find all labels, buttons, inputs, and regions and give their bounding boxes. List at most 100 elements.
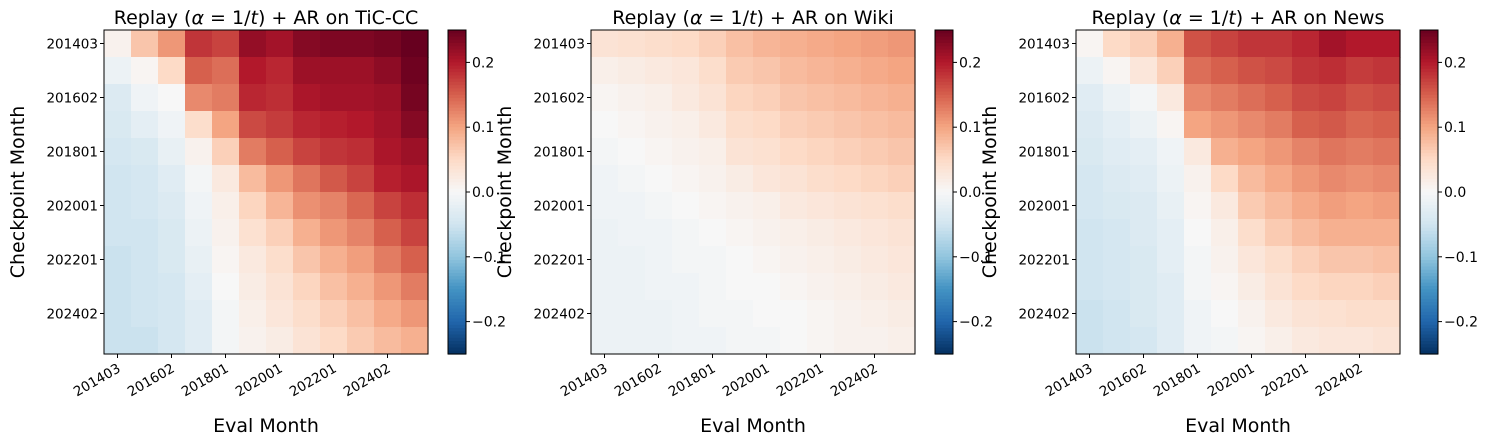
colorbar-segment [448, 292, 466, 297]
colorbar-segment [935, 253, 953, 258]
heatmap-cell [807, 84, 835, 112]
colorbar-segment [935, 120, 953, 125]
heatmap-cell [1184, 246, 1212, 274]
colorbar-segment [448, 39, 466, 44]
colorbar-segment [935, 182, 953, 187]
colorbar-tick-label: 0.2 [959, 55, 981, 71]
heatmap-cell [1319, 219, 1347, 247]
heatmap-cell [807, 30, 835, 58]
colorbar-segment [935, 172, 953, 177]
title-part-5: ) + AR on TiC-CC [258, 7, 418, 29]
heatmap-cell [239, 111, 267, 139]
heatmap-cell [266, 57, 294, 85]
heatmap-cell [888, 30, 916, 58]
heatmap-cell [645, 57, 673, 85]
heatmap-cell [1238, 57, 1266, 85]
colorbar-segment [448, 298, 466, 303]
heatmap-cell [618, 57, 646, 85]
colorbar-segment [1420, 133, 1438, 138]
y-tick-label: 201403 [1018, 37, 1070, 53]
heatmap-cell [1184, 300, 1212, 328]
colorbar-segment [448, 302, 466, 306]
colorbar-segment [1420, 182, 1438, 187]
heatmap-cell [158, 30, 186, 58]
heatmap-cell [347, 246, 375, 274]
colorbar-segment [1420, 311, 1438, 316]
colorbar-segment [935, 308, 953, 313]
heatmap-cell [1076, 111, 1104, 139]
colorbar-segment [448, 318, 466, 323]
heatmap-cell [726, 219, 754, 247]
heatmap-cell [726, 246, 754, 274]
colorbar-segment [1420, 285, 1438, 290]
heatmap-cell [1238, 30, 1266, 58]
colorbar-segment [448, 217, 466, 222]
x-tick-label: 202001 [1205, 361, 1258, 401]
colorbar-tick-label: −0.1 [959, 250, 993, 266]
heatmap-cell [1265, 30, 1293, 58]
colorbar-segment [1420, 127, 1438, 132]
heatmap-cell [1238, 327, 1266, 355]
colorbar-segment [448, 282, 466, 287]
heatmap-cell [807, 192, 835, 220]
colorbar-segment [448, 133, 466, 138]
colorbar-segment [1420, 195, 1438, 200]
colorbar-segment [448, 166, 466, 170]
x-tick-label: 202402 [341, 361, 394, 401]
colorbar-segment [935, 130, 953, 135]
y-axis-label: Checkpoint Month [494, 106, 516, 279]
heatmap-cell [1346, 84, 1374, 112]
colorbar-segment [448, 117, 466, 122]
x-tick-label: 201801 [666, 361, 719, 401]
colorbar-segment [935, 46, 953, 51]
heatmap-cell [374, 111, 402, 139]
y-axis-label: Checkpoint Month [979, 106, 1001, 279]
colorbar-segment [935, 59, 953, 63]
heatmap-cell [672, 192, 700, 220]
heatmap-cell [888, 165, 916, 193]
y-tick-label: 201801 [46, 145, 98, 161]
heatmap-cell [374, 84, 402, 112]
colorbar-segment [448, 315, 466, 319]
heatmap-cell [239, 138, 267, 166]
heatmap-cell [1076, 57, 1104, 85]
colorbar-segment [448, 182, 466, 187]
heatmap-cell [1130, 111, 1158, 139]
heatmap-cell [1292, 219, 1320, 247]
colorbar-segment [1420, 318, 1438, 323]
heatmap-cell [1292, 192, 1320, 220]
colorbar-segment [935, 42, 953, 47]
colorbar-segment [935, 204, 953, 209]
colorbar-segment [448, 65, 466, 70]
heatmap-cell [753, 246, 781, 274]
colorbar-segment [1420, 295, 1438, 300]
colorbar-segment [1420, 350, 1438, 355]
plot-frame [1075, 29, 1401, 355]
heatmap-cell [834, 273, 862, 301]
colorbar: 0.2 0.1 0.0 −0.1 −0.2 [447, 29, 506, 355]
heatmap-cell [158, 84, 186, 112]
heatmap-cell [807, 327, 835, 355]
heatmap-cell [1238, 246, 1266, 274]
heatmap-cell [374, 300, 402, 328]
heatmap-cell [888, 219, 916, 247]
heatmap-cell [239, 84, 267, 112]
colorbar-segment [448, 243, 466, 248]
x-axis-label: Eval Month [700, 415, 806, 437]
colorbar-segment [448, 276, 466, 281]
heatmap-cell [618, 138, 646, 166]
heatmap-cell [672, 57, 700, 85]
colorbar-segment [935, 39, 953, 44]
colorbar-segment [1420, 72, 1438, 76]
heatmap-cell [1211, 111, 1239, 139]
title-part-2: α [690, 7, 703, 29]
colorbar-segment [1420, 52, 1438, 57]
heatmap-cell [726, 138, 754, 166]
heatmap-cell [1211, 84, 1239, 112]
heatmap-cell [780, 30, 808, 58]
heatmap-cell [1184, 165, 1212, 193]
heatmap-cell [699, 300, 727, 328]
colorbar-segment [1420, 324, 1438, 329]
heatmap-cell [591, 30, 619, 58]
colorbar-segment [448, 159, 466, 164]
